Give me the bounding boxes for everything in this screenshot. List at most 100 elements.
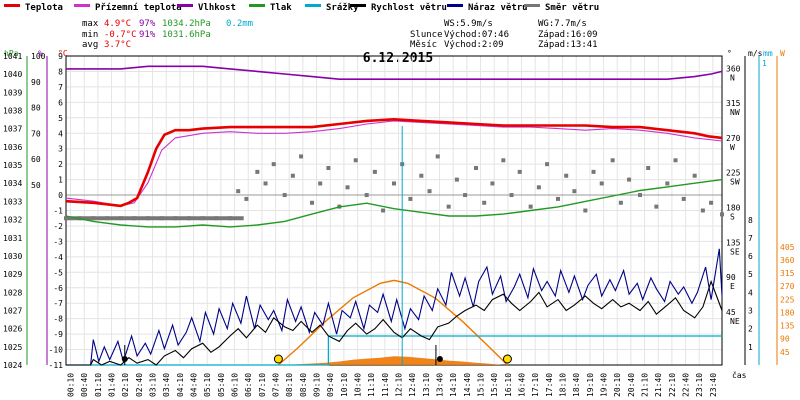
pressure-tick-label: 1032 (3, 216, 22, 225)
stats-panel: max 4.9°C 97% 1034.2hPa 0.2mm min -0.7°C 91% 103… (82, 19, 598, 50)
time-tick-label: 17:40 (545, 373, 554, 397)
rain-tick-label: 1 (762, 59, 767, 68)
stats-press-max: 1034.2hPa (162, 19, 211, 29)
stats-temp-min: -0.7°C (104, 30, 137, 40)
time-tick-label: 21:10 (641, 373, 650, 397)
time-tick-label: 16:40 (518, 373, 527, 397)
time-tick-label: 22:10 (668, 373, 677, 397)
sun-label: Slunce (410, 30, 443, 40)
temperature-line (65, 117, 723, 208)
wind-direction-point (599, 181, 604, 186)
apparent-temperature-line (65, 120, 723, 207)
pressure-line (65, 178, 723, 228)
wind-direction-point (271, 162, 276, 167)
sunset-marker (502, 354, 512, 364)
direction-tick-label: 360 (726, 64, 741, 73)
stats-hum-max: 97% (139, 19, 156, 29)
time-tick-label: 03:40 (162, 373, 171, 397)
pressure-tick-label: 1040 (3, 70, 22, 79)
time-tick-label: 10:40 (354, 373, 363, 397)
temperature-tick-label: 8 (58, 67, 63, 76)
pressure-unit: hPa (4, 49, 19, 58)
wind-direction-point (627, 177, 632, 182)
pressure-tick-label: 1041 (3, 52, 22, 61)
plot-area (64, 65, 724, 366)
temperature-tick-label: -4 (53, 253, 63, 262)
wind-unit: m/s (748, 49, 763, 58)
wind-direction-point (372, 169, 377, 174)
direction-tick-name: NW (730, 108, 740, 117)
radiation-tick-label: 180 (780, 308, 795, 317)
direction-tick-label: 135 (726, 238, 741, 247)
humidity-tick-label: 90 (31, 78, 41, 87)
wind-direction-point (364, 193, 369, 198)
time-tick-label: 07:10 (258, 373, 267, 397)
direction-tick-label: 315 (726, 99, 741, 108)
pressure-tick-label: 1033 (3, 197, 22, 206)
wind-direction-point (610, 158, 615, 163)
time-tick-label: 04:10 (176, 373, 185, 397)
legend-label-humidity: Vlhkost (198, 3, 236, 13)
pressure-tick-label: 1027 (3, 306, 22, 315)
legend-label-temperature: Teplota (25, 3, 63, 13)
direction-tick-label: 90 (726, 273, 736, 282)
legend-label-apparent_temperature: Přízemní teplota (95, 3, 182, 13)
stats-label-min: min (82, 30, 98, 40)
wind-direction-point (490, 181, 495, 186)
stats-temp-max: 4.9°C (104, 19, 131, 29)
humidity-tick-label: 100 (31, 52, 46, 61)
time-tick-label: 14:10 (449, 373, 458, 397)
temperature-tick-label: 4 (58, 129, 63, 138)
temperature-tick-label: -10 (49, 346, 64, 355)
wind-tick-label: 6 (748, 252, 753, 261)
radiation-tick-label: 90 (780, 335, 790, 344)
pressure-tick-label: 1031 (3, 234, 22, 243)
legend: Teplota Přízemní teplota Vlhkost Tlak Srážky… (4, 2, 599, 13)
time-tick-label: 15:40 (490, 373, 499, 397)
time-tick-label: 02:40 (135, 373, 144, 397)
wind-direction-point (564, 173, 569, 178)
time-tick-label: 18:40 (572, 373, 581, 397)
time-tick-label: 20:40 (627, 373, 636, 397)
stats-label-max: max (82, 19, 99, 29)
direction-unit: ° (727, 49, 732, 58)
legend-label-rain: Srážky (326, 3, 359, 13)
wind-direction-point (236, 189, 241, 194)
temperature-tick-label: -3 (53, 237, 63, 246)
temperature-tick-label: 5 (58, 114, 63, 123)
moon-rise: Východ:2:09 (444, 40, 504, 50)
time-tick-label: 21:40 (654, 373, 663, 397)
time-tick-label: 22:40 (682, 373, 691, 397)
wind-direction-point (244, 196, 249, 201)
humidity-tick-label: 60 (31, 155, 41, 164)
wind-tick-label: 8 (748, 216, 753, 225)
sun-rise: Východ:07:46 (444, 30, 509, 40)
wind-direction-point (536, 185, 541, 190)
legend-swatch-wind_gust (447, 4, 463, 7)
wind-direction-point (290, 173, 295, 178)
time-tick-label: 00:10 (67, 373, 76, 397)
humidity-tick-label: 70 (31, 129, 41, 138)
legend-swatch-rain (305, 4, 321, 7)
direction-tick-label: 270 (726, 134, 741, 143)
direction-tick-label: 225 (726, 169, 741, 178)
wind-direction-point (517, 169, 522, 174)
pressure-tick-label: 1036 (3, 143, 22, 152)
time-tick-label: 14:40 (463, 373, 472, 397)
time-tick-label: 07:40 (272, 373, 281, 397)
wind-wg: WG:7.7m/s (538, 19, 587, 29)
legend-swatch-wind_direction (524, 4, 540, 7)
wind-direction-point (692, 173, 697, 178)
time-tick-label: 00:40 (80, 373, 89, 397)
wind-direction-point (408, 196, 413, 201)
temperature-tick-label: -7 (53, 299, 63, 308)
pressure-tick-label: 1028 (3, 288, 22, 297)
time-tick-label: 16:10 (504, 373, 513, 397)
stats-hum-min: 91% (139, 30, 156, 40)
time-tick-label: 23:40 (709, 373, 718, 397)
wind-direction-point (646, 166, 651, 171)
temperature-tick-label: 2 (58, 160, 63, 169)
wind-tick-label: 5 (748, 270, 753, 279)
temperature-tick-label: -1 (53, 207, 63, 216)
wind-direction-point (638, 193, 642, 198)
